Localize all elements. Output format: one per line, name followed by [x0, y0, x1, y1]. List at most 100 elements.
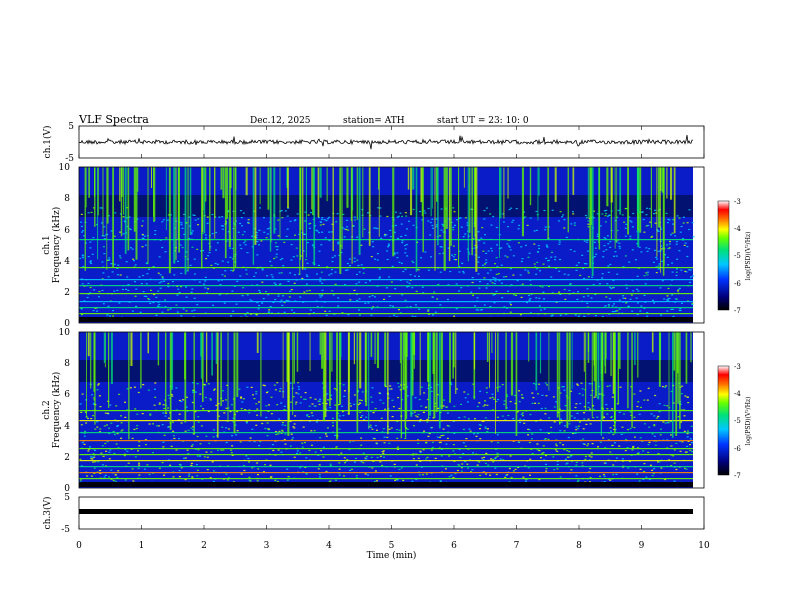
spectrogram-cell: [553, 469, 556, 471]
spectrogram-cell: [164, 251, 167, 253]
spectrogram-cell: [658, 403, 661, 405]
spectrogram-cell: [89, 261, 92, 263]
spectrogram-cell: [672, 455, 675, 457]
spectrogram-cell: [520, 246, 523, 248]
spectrogram-cell: [377, 207, 380, 209]
spectrogram-cell: [267, 410, 270, 412]
spectrogram-cell: [680, 225, 683, 228]
spectrogram-cell: [383, 235, 386, 237]
spectrogram-cell: [331, 417, 334, 419]
spectrogram-cell: [106, 424, 108, 426]
spectrogram-cell: [507, 414, 510, 417]
spectrogram-cell: [101, 464, 104, 466]
spectrogram-cell: [467, 467, 469, 469]
spectrogram-cell: [583, 263, 586, 265]
spectrogram-cell: [681, 385, 684, 387]
spectrogram-cell: [141, 246, 144, 248]
spectrogram-cell: [221, 426, 224, 428]
spectrogram-cell: [582, 438, 585, 440]
spectrogram-cell: [137, 391, 140, 394]
spectrogram-cell: [127, 289, 130, 291]
spectrogram-cell: [318, 294, 321, 296]
spectrogram-cell: [199, 443, 202, 445]
spectrogram-cell: [464, 460, 466, 463]
spectrogram-cell: [404, 234, 407, 236]
spectrogram-cell: [98, 395, 101, 397]
spectrogram-cell: [387, 246, 389, 248]
spectrogram-cell: [656, 230, 659, 232]
spectrogram-cell: [423, 430, 425, 432]
spectrogram-cell: [204, 234, 207, 236]
spectrogram-cell: [134, 456, 137, 458]
spectrogram-cell: [353, 394, 356, 396]
spectrogram-cell: [330, 231, 333, 233]
spectrogram-cell: [220, 332, 222, 407]
spectrogram-cell: [517, 242, 520, 244]
spectrogram-cell: [528, 294, 530, 297]
spectrogram-cell: [435, 332, 438, 413]
spectrogram-cell: [143, 295, 146, 297]
spectrogram-cell: [405, 428, 408, 430]
spectrogram-cell: [576, 412, 579, 414]
spectrogram-cell: [379, 399, 382, 401]
spectrogram-cell: [106, 167, 109, 224]
spectrogram-cell: [529, 458, 532, 460]
spectrogram-cell: [609, 246, 612, 248]
spectrogram-cell: [613, 425, 615, 427]
spectrogram-cell: [141, 413, 144, 415]
spectrogram-cell: [102, 303, 105, 305]
spectrogram-cell: [103, 235, 106, 237]
spectrogram-cell: [633, 426, 636, 429]
spectrogram-cell: [161, 311, 164, 313]
spectrogram-cell: [689, 269, 692, 271]
spectrogram-cell: [638, 413, 641, 415]
spectrogram-cell: [396, 479, 399, 481]
spectrogram-cell: [653, 472, 655, 475]
spectrogram-cell: [474, 418, 476, 420]
spectrogram-cell: [589, 477, 592, 479]
spectrogram-cell: [125, 288, 127, 290]
spectrogram-cell: [292, 396, 295, 398]
spectrogram-cell: [620, 433, 623, 435]
spectrogram-cell: [641, 440, 644, 442]
spectrogram-cell: [103, 476, 106, 478]
spectrogram-cell: [224, 167, 227, 259]
spectrogram-cell: [290, 401, 293, 403]
spectrogram-cell: [318, 400, 321, 402]
spectrogram-cell: [445, 406, 448, 408]
spectrogram-cell: [360, 444, 363, 446]
spectrogram-cell: [636, 473, 639, 475]
spectrogram-cell: [169, 464, 172, 466]
spectrogram-cell: [687, 440, 690, 442]
spectrogram-cell: [454, 473, 457, 475]
ch2-yticks: 0 2 4 6 8 10: [59, 328, 71, 494]
spectrogram-cell: [623, 413, 625, 415]
spectrogram-cell: [467, 418, 470, 420]
spectrogram-cell: [402, 479, 405, 482]
spectrogram-cell: [680, 393, 683, 395]
spectrogram-cell: [101, 445, 104, 447]
spectrogram-cell: [477, 309, 480, 311]
spectrogram-cell: [591, 443, 594, 445]
spectrogram-cell: [182, 308, 185, 310]
spectrogram-cell: [302, 167, 304, 270]
spectrogram-cell: [391, 416, 394, 418]
spectrogram-cell: [683, 244, 686, 246]
spectrogram-cell: [220, 449, 223, 451]
spectrogram-cell: [624, 439, 627, 441]
spectrogram-cell: [478, 239, 481, 242]
spectrogram-cell: [247, 222, 250, 224]
spectrogram-cell: [343, 457, 346, 459]
spectrogram-cell: [463, 391, 466, 393]
spectrogram-cell: [442, 252, 445, 254]
spectrogram-cell: [656, 258, 658, 260]
spectrogram-cell: [142, 237, 145, 240]
spectrogram-cell: [252, 394, 254, 396]
spectrogram-cell: [492, 294, 495, 296]
spectrogram-cell: [607, 243, 610, 245]
spectrogram-cell: [458, 448, 461, 451]
spectrogram-cell: [340, 452, 343, 454]
spectrogram-cell: [202, 250, 205, 252]
spectrogram-cell: [667, 287, 670, 290]
spectrogram-cell: [287, 332, 289, 409]
